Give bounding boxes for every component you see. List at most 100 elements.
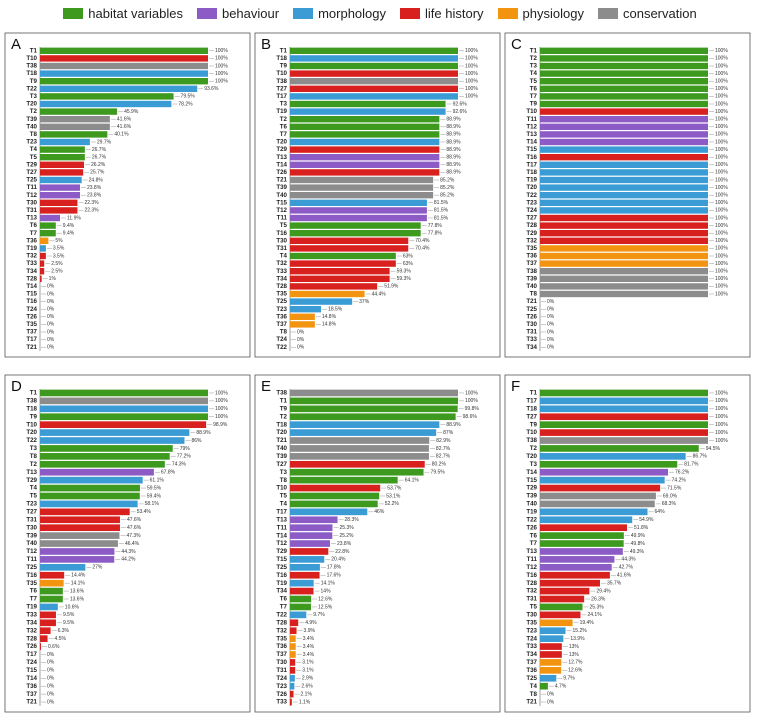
category-label: T6: [30, 588, 38, 595]
value-label: 100%: [715, 71, 728, 77]
category-label: T3: [30, 93, 38, 100]
value-label: 100%: [715, 284, 728, 290]
category-label: T33: [526, 643, 537, 650]
value-label: 2.1%: [301, 691, 313, 697]
category-label: T31: [276, 245, 287, 252]
value-label: 79.5%: [181, 94, 196, 100]
value-label: 88.9%: [196, 430, 211, 436]
category-label: T14: [276, 532, 287, 539]
legend-item: conservation: [597, 6, 697, 21]
category-label: T30: [526, 321, 537, 328]
value-label: 81.5%: [434, 215, 449, 221]
category-label: T33: [26, 260, 37, 267]
value-label: 64.1%: [405, 477, 420, 483]
category-label: T32: [276, 627, 287, 634]
bar: [540, 252, 708, 260]
category-label: T37: [526, 659, 537, 666]
value-label: 59.3%: [397, 276, 412, 282]
value-label: 9.5%: [63, 612, 75, 618]
bar: [40, 579, 64, 587]
category-label: T25: [26, 177, 37, 184]
category-label: T10: [276, 485, 287, 492]
value-label: 100%: [215, 398, 228, 404]
category-label: T36: [26, 683, 37, 690]
category-label: T30: [276, 237, 287, 244]
value-label: 92.6%: [453, 101, 468, 107]
value-label: 47.6%: [127, 525, 142, 531]
category-label: T31: [26, 207, 37, 214]
value-label: 15.2%: [573, 628, 588, 634]
bar: [290, 595, 312, 603]
category-label: T27: [276, 85, 287, 92]
value-label: 47.6%: [127, 517, 142, 523]
category-label: T18: [26, 70, 37, 77]
category-label: T8: [530, 691, 538, 698]
category-label: T39: [276, 184, 287, 191]
value-label: 0%: [547, 299, 555, 305]
category-label: T37: [276, 651, 287, 658]
category-label: T29: [26, 161, 37, 168]
value-label: 35.7%: [607, 580, 622, 586]
category-label: T7: [280, 604, 288, 611]
value-label: 0%: [547, 314, 555, 320]
bar: [540, 176, 708, 184]
value-label: 0%: [547, 322, 555, 328]
category-label: T25: [26, 564, 37, 571]
category-label: T31: [526, 596, 537, 603]
category-label: T13: [276, 154, 287, 161]
value-label: 37%: [359, 299, 370, 305]
category-label: T34: [526, 344, 537, 351]
value-label: 78.2%: [178, 101, 193, 107]
value-label: 17.6%: [327, 573, 342, 579]
category-label: T4: [280, 253, 288, 260]
bar: [40, 207, 78, 214]
category-label: T27: [26, 508, 37, 515]
value-label: 100%: [715, 94, 728, 100]
category-label: T35: [526, 245, 537, 252]
bar: [40, 413, 208, 421]
category-label: T13: [526, 131, 537, 138]
value-label: 22.3%: [84, 200, 99, 206]
value-label: 63%: [403, 261, 414, 267]
bar: [540, 468, 669, 476]
value-label: 0%: [47, 676, 55, 682]
category-label: T19: [26, 245, 37, 252]
bar: [40, 476, 143, 484]
bar: [40, 611, 56, 619]
value-label: 100%: [715, 200, 728, 206]
panel-frame: [504, 374, 751, 713]
category-label: T23: [526, 199, 537, 206]
category-label: T26: [276, 691, 287, 698]
category-label: T14: [526, 139, 537, 146]
value-label: 88.9%: [446, 124, 461, 130]
value-label: 100%: [715, 193, 728, 199]
category-label: T3: [530, 461, 538, 468]
bar: [540, 55, 708, 62]
panel-frame: [4, 374, 251, 713]
category-label: T1: [280, 47, 288, 54]
category-label: T10: [526, 429, 537, 436]
bar: [540, 682, 548, 690]
value-label: 23.8%: [87, 185, 102, 191]
bar: [290, 690, 294, 698]
category-label: T32: [26, 253, 37, 260]
value-label: 100%: [715, 291, 728, 297]
value-label: 100%: [215, 71, 228, 77]
category-label: T12: [26, 548, 37, 555]
value-label: 100%: [215, 48, 228, 54]
category-label: T21: [26, 344, 37, 351]
legend-swatch: [400, 7, 421, 19]
category-label: T4: [280, 501, 288, 508]
value-label: 14.4%: [71, 573, 86, 579]
value-label: 2.9%: [302, 676, 314, 682]
category-label: T35: [276, 291, 287, 298]
bar: [540, 619, 573, 627]
category-label: T33: [26, 612, 37, 619]
category-label: T22: [276, 612, 287, 619]
category-label: T15: [526, 146, 537, 153]
value-label: 4.5%: [55, 636, 67, 642]
value-label: 23.8%: [337, 541, 352, 547]
bar: [540, 492, 656, 500]
legend-swatch: [196, 7, 217, 19]
